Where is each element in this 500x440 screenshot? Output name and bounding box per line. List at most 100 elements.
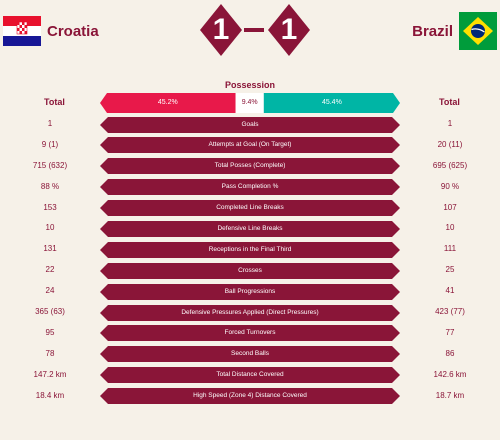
away-stat-value: 18.7 km: [435, 390, 465, 400]
home-stat-value: 153: [43, 202, 57, 212]
stat-label-bar: Crosses: [100, 262, 400, 279]
stat-row: 715 (632) Total Posses (Complete) 695 (625…: [0, 156, 500, 177]
home-stat-value: 22: [45, 265, 55, 275]
stat-row: 95 Forced Turnovers 77: [0, 323, 500, 344]
stat-label: Ball Progressions: [224, 287, 276, 295]
stat-label-bar: Pass Completion %: [100, 179, 400, 196]
stat-label-bar: Goals: [100, 116, 400, 133]
home-stat-value: 18.4 km: [35, 390, 65, 400]
stat-label-bar: Ball Progressions: [100, 283, 400, 300]
stat-label: Attempts at Goal (On Target): [208, 141, 292, 149]
away-stat-value: 695 (625): [432, 160, 468, 170]
away-stat-value: 142.6 km: [433, 369, 467, 379]
stat-label-bar-graphic: [100, 158, 400, 175]
home-stat-value: 715 (632): [32, 160, 68, 170]
stat-label: Total Posses (Complete): [214, 162, 286, 170]
stat-label-bar: High Speed (Zone 4) Distance Covered: [100, 388, 400, 405]
stat-label-bar: Defensive Line Breaks: [100, 220, 400, 237]
possession-away-segment: [263, 93, 400, 113]
stat-label: Pass Completion %: [221, 183, 279, 191]
stat-row: 22 Crosses 25: [0, 260, 500, 281]
match-header: Croatia 1 1 Brazil: [0, 0, 500, 72]
stat-label-bar-graphic: [100, 325, 400, 342]
stat-label-bar-graphic: [100, 283, 400, 300]
stat-row: 9 (1) Attempts at Goal (On Target) 20 (11): [0, 135, 500, 156]
stat-label-bar: Total Distance Covered: [100, 367, 400, 384]
stat-label-bar-graphic: [100, 116, 400, 133]
stat-label: Total Distance Covered: [216, 371, 284, 379]
home-score: 1: [200, 4, 242, 56]
home-team-name: Croatia: [47, 22, 99, 40]
stat-row: 88 % Pass Completion % 90 %: [0, 177, 500, 198]
stat-label-bar-graphic: [100, 220, 400, 237]
possession-title: Possession: [224, 80, 276, 90]
home-stat-value: 88 %: [40, 181, 60, 191]
possession-home-segment: [100, 93, 236, 113]
stat-row: 147.2 km Total Distance Covered 142.6 km: [0, 365, 500, 386]
stat-label-bar: Completed Line Breaks: [100, 200, 400, 217]
stat-label-bar-graphic: [100, 200, 400, 217]
home-stat-value: 131: [43, 244, 57, 254]
stat-row: 1 Goals 1: [0, 114, 500, 135]
home-stat-value: 365 (63): [35, 307, 65, 317]
away-score-value: 1: [280, 13, 298, 46]
stats-table: 1 Goals 1 9 (1) Attempts at Goal (On Target…: [0, 114, 500, 406]
stat-label: Defensive Line Breaks: [217, 224, 283, 232]
stat-label-bar-graphic: [100, 388, 400, 405]
away-stat-value: 107: [443, 202, 457, 212]
stat-label-bar-graphic: [100, 241, 400, 258]
away-stat-value: 1: [447, 119, 453, 128]
stat-row: 18.4 km High Speed (Zone 4) Distance Cove…: [0, 386, 500, 407]
home-score-value: 1: [212, 13, 230, 46]
score-badge-left: [200, 4, 242, 56]
possession-home-value: 45.2%: [157, 99, 178, 106]
stat-label-bar: Second Balls: [100, 346, 400, 363]
away-stat-value: 10: [445, 223, 455, 233]
stat-label: Forced Turnovers: [224, 329, 276, 337]
possession-contest-segment: [235, 93, 264, 113]
home-team: Croatia: [3, 12, 99, 50]
stat-label: Completed Line Breaks: [216, 204, 284, 212]
brazil-flag-icon: [459, 12, 497, 50]
score-badge-right: [268, 4, 310, 56]
away-team: Brazil: [412, 12, 497, 50]
stat-label-bar: Forced Turnovers: [100, 325, 400, 342]
away-score: 1: [268, 4, 310, 56]
away-team-name: Brazil: [412, 22, 453, 40]
stat-label-bar-graphic: [100, 262, 400, 279]
away-stat-value: 111: [443, 244, 457, 254]
away-stat-value: 20 (11): [437, 139, 463, 149]
stat-row: 10 Defensive Line Breaks 10: [0, 218, 500, 239]
away-stat-value: 41: [445, 286, 455, 296]
stat-row: 131 Receptions in the Final Third 111: [0, 239, 500, 260]
stat-row: 365 (63) Defensive Pressures Applied (Dir…: [0, 302, 500, 323]
away-stat-value: 25: [445, 265, 455, 275]
stat-label: Second Balls: [231, 350, 269, 358]
croatia-flag-icon: [3, 16, 41, 46]
stat-label: Receptions in the Final Third: [208, 245, 292, 253]
stat-label-bar-graphic: [100, 346, 400, 363]
possession-bar: 45.2% 9.4% 45.4%: [100, 93, 400, 113]
possession-away-value: 45.4%: [321, 99, 342, 106]
stat-row: 153 Completed Line Breaks 107: [0, 198, 500, 219]
home-stat-value: 9 (1): [41, 139, 59, 149]
stat-label-bar-graphic: [100, 137, 400, 154]
home-stat-value: 10: [45, 223, 55, 233]
stat-label: High Speed (Zone 4) Distance Covered: [193, 392, 307, 400]
stat-row: 24 Ball Progressions 41: [0, 281, 500, 302]
home-stat-value: 78: [45, 348, 55, 358]
away-stat-value: 90 %: [440, 181, 460, 191]
away-stat-value: 77: [445, 327, 455, 337]
away-stat-value: 423 (77): [435, 307, 465, 317]
possession-bar-graphic: [100, 93, 400, 113]
away-total-label: Total: [439, 97, 460, 107]
stat-label-bar-graphic: [100, 179, 400, 196]
stat-label-bar: Receptions in the Final Third: [100, 241, 400, 258]
stat-label: Goals: [241, 120, 259, 128]
stat-label-bar-graphic: [100, 367, 400, 384]
home-stat-value: 24: [45, 286, 55, 296]
possession-contest-value: 9.4%: [241, 99, 258, 106]
home-stat-value: 1: [47, 119, 53, 128]
stat-label: Defensive Pressures Applied (Direct Pres…: [181, 308, 319, 316]
home-total-label: Total: [44, 97, 65, 107]
